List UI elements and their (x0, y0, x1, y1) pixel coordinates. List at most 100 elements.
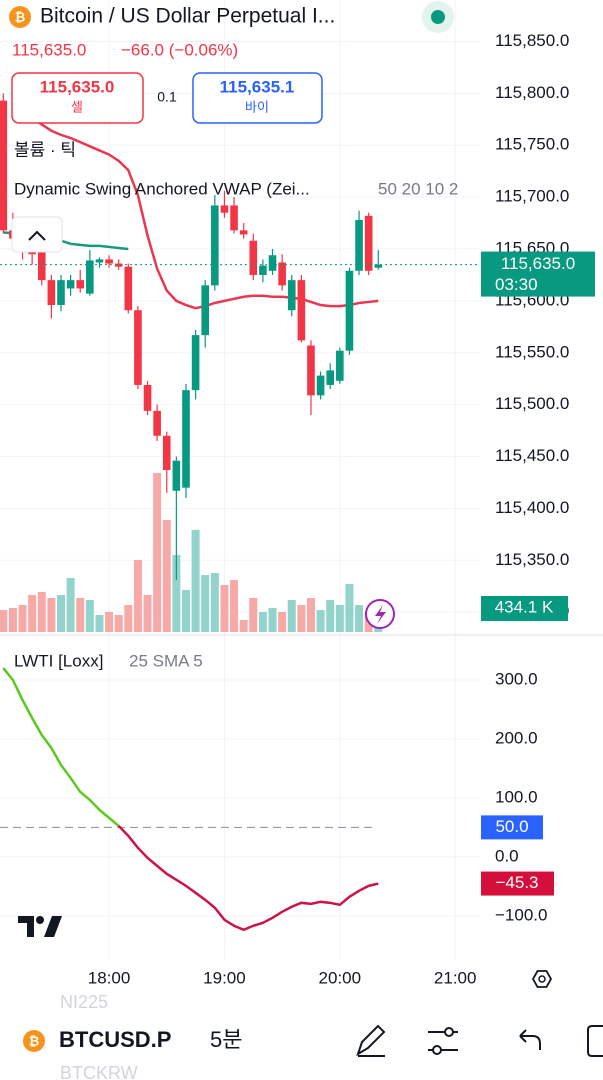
volume-bar (56, 595, 65, 632)
x-tick-label: 18:00 (88, 968, 131, 987)
volume-bar (0, 609, 8, 632)
candle-body (374, 264, 383, 268)
volume-box (481, 596, 568, 622)
toolbar-symbol[interactable]: BTCUSD.P (59, 1027, 171, 1052)
buy-button[interactable] (192, 72, 323, 124)
symbol-title[interactable]: Bitcoin / US Dollar Perpetual I... (40, 5, 335, 28)
volume-bar (306, 597, 315, 632)
indicator-icon-knob (432, 1045, 442, 1055)
plot-layer (0, 93, 478, 932)
volume-bar (345, 584, 354, 632)
volume-bar (181, 589, 190, 632)
more-icon[interactable] (587, 1025, 603, 1057)
candle-body (259, 265, 267, 275)
indicator-icon-knob (444, 1027, 454, 1037)
y-tick-label: −100.0 (495, 905, 547, 924)
volume-bar (85, 599, 94, 632)
last-price-box (481, 251, 595, 297)
alert-glyph (375, 605, 386, 624)
coin-icon (23, 1030, 45, 1052)
lwti-title[interactable]: LWTI [Loxx] (14, 651, 103, 670)
volume-bar (114, 614, 123, 632)
grid-layer (0, 0, 480, 960)
volume-bar (278, 611, 287, 632)
volume-bar (201, 575, 210, 632)
collapse-button[interactable] (11, 216, 63, 253)
sell-button[interactable] (11, 72, 144, 124)
candle-body (297, 280, 306, 341)
candle-body (364, 215, 373, 271)
volume-bar (191, 529, 200, 632)
volume-bar (287, 599, 296, 632)
candle-body (287, 280, 296, 311)
candle-body (172, 460, 181, 491)
axis-layer: 115,850.0 115,800.0 115,750.0 115,700.0 115,… (88, 31, 570, 987)
volume-bar (326, 599, 335, 632)
label-layer: 50.0 −45.3 115,635.0 03:30 434.1 K (481, 251, 595, 896)
candle-body (124, 266, 133, 311)
candle-body (37, 245, 46, 281)
watchlist-item: BTCKRW (60, 1063, 138, 1080)
volume-bar (105, 611, 114, 632)
volume-bar (28, 595, 37, 632)
y-tick-label: 115,750.0 (495, 135, 569, 154)
volume-bar (230, 579, 239, 632)
volume-label: 434.1 K (495, 597, 554, 616)
drawing-icon[interactable] (356, 1024, 386, 1057)
volume-bar (47, 597, 56, 632)
indicator-label[interactable]: 볼륨 · 틱 (14, 140, 76, 159)
buy-label: 바이 (245, 99, 269, 114)
undo-icon[interactable] (519, 1029, 541, 1050)
y-tick-label: 115,500.0 (495, 394, 569, 413)
volume-bar (297, 605, 306, 632)
countdown-label: 03:30 (495, 275, 538, 294)
candle-body (211, 205, 219, 286)
indicator-label[interactable]: Dynamic Swing Anchored VWAP (Zei... (14, 179, 310, 198)
volume-bar (18, 605, 27, 632)
sell-label: 셀 (71, 99, 83, 114)
volume-bar (258, 611, 267, 632)
candle-body (316, 375, 325, 396)
y-tick-label: 115,850.0 (495, 31, 569, 50)
candle-body (76, 280, 85, 289)
lwti-line-below (117, 825, 379, 932)
candle-body (0, 100, 8, 231)
volume-bar (249, 597, 258, 632)
y-tick-label: 115,550.0 (495, 342, 569, 361)
y-tick-label: 115,800.0 (495, 83, 569, 102)
y-tick-label: 115,400.0 (495, 498, 569, 517)
candle-body (66, 280, 75, 289)
candle-body (153, 410, 161, 436)
coin-icon-glyph: ₿ (15, 9, 26, 24)
candle-body (114, 263, 123, 267)
x-tick-label: 21:00 (434, 968, 477, 987)
candle-body (230, 205, 238, 231)
candle-body (249, 240, 258, 275)
volume-bar (172, 554, 181, 632)
candle-body (134, 310, 142, 385)
lwti-line-above (2, 667, 120, 827)
volume-bar (335, 605, 344, 632)
threshold-label: 50.0 (495, 817, 528, 836)
indicator-params: 50 20 10 2 (378, 179, 458, 198)
y-tick-label: 0.0 (495, 846, 519, 865)
candle-body (345, 270, 354, 351)
volume-bar (355, 605, 364, 632)
candle-body (220, 205, 229, 213)
toolbar-interval[interactable]: 5분 (210, 1027, 242, 1052)
y-tick-label: 115,700.0 (495, 187, 569, 206)
tv-logo (18, 916, 62, 937)
sell-price: 115,635.0 (40, 77, 115, 96)
volume-bar (95, 614, 104, 632)
candle-body (307, 345, 315, 396)
y-tick-label: 300.0 (495, 670, 538, 689)
candle-body (239, 230, 248, 235)
volume-bar (268, 608, 277, 632)
candle-body (86, 260, 94, 294)
candle-body (95, 259, 104, 263)
settings-icon[interactable] (531, 970, 553, 988)
candle-body (268, 255, 277, 271)
last-price-label: 115,635.0 (501, 254, 575, 273)
